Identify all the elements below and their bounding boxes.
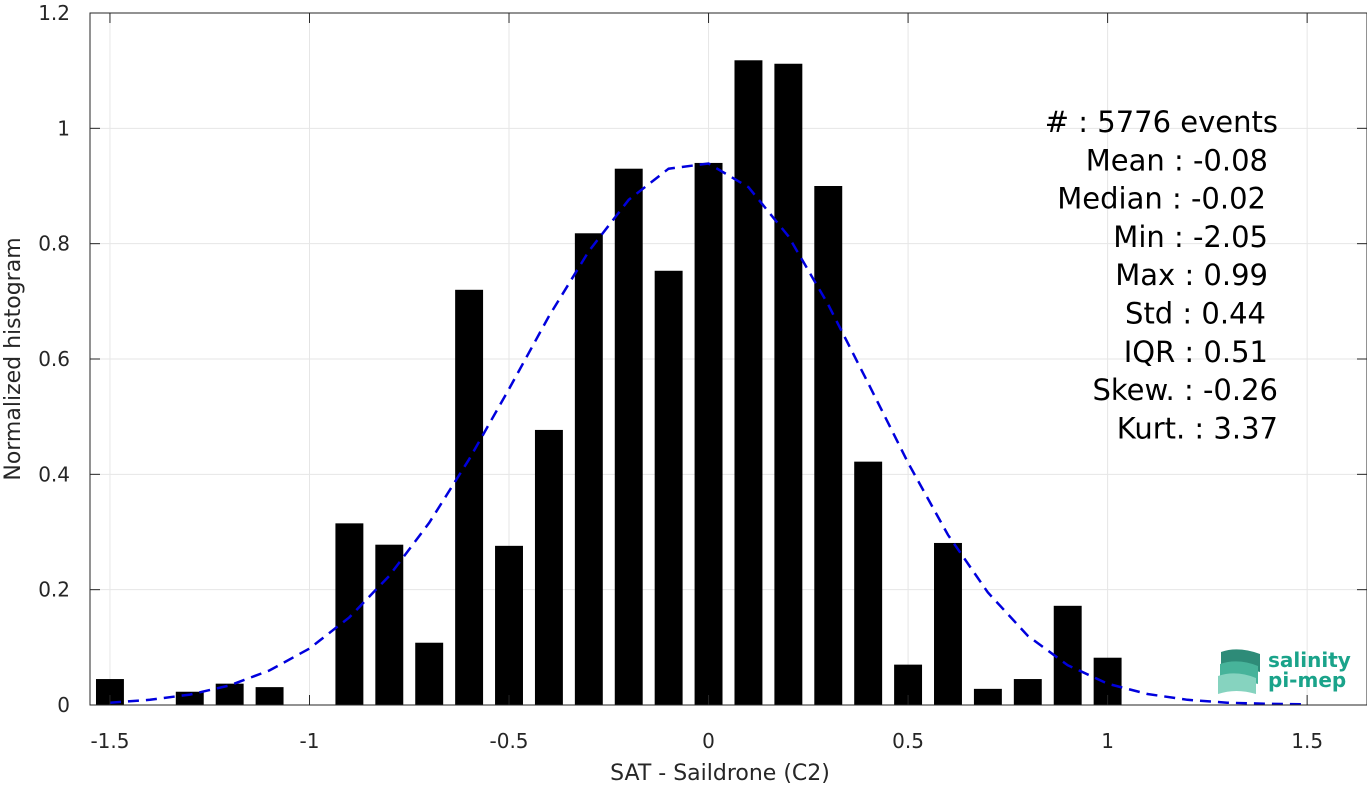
histogram-bar <box>574 233 603 705</box>
histogram-bar <box>854 461 883 705</box>
y-tick-label: 1 <box>57 116 70 140</box>
stat-line: IQR : 0.51 <box>1124 335 1268 369</box>
histogram-bar <box>694 162 723 705</box>
gaussian-fit-curve <box>109 162 1308 706</box>
y-axis-title: Normalized histogram <box>1 237 26 480</box>
stat-line: Min : -2.05 <box>1113 220 1268 254</box>
y-tick-label: 0 <box>57 693 70 717</box>
histogram-bar <box>614 168 643 705</box>
histogram-bar <box>255 687 284 705</box>
histogram-bar <box>534 429 563 705</box>
x-tick-label: 1.5 <box>1291 729 1323 753</box>
axes-box <box>89 12 1367 706</box>
y-tick-label: 0.8 <box>38 232 70 256</box>
x-tick-label: 0 <box>702 729 715 753</box>
x-tick-label: -0.5 <box>490 729 529 753</box>
histogram-bar <box>934 542 962 705</box>
x-tick-labels: -1.5 -1 -0.5 0 0.5 1 1.5 <box>90 729 1323 753</box>
stat-line: Max : 0.99 <box>1115 258 1268 292</box>
y-tick-label: 0.2 <box>38 578 70 602</box>
histogram-bar <box>215 683 244 705</box>
histogram-bar <box>335 523 364 705</box>
histogram-bar <box>1013 679 1042 705</box>
x-tick-label: -1.5 <box>90 729 129 753</box>
x-tick-label: -1 <box>300 729 320 753</box>
y-tick-labels: 0 0.2 0.4 0.6 0.8 1 1.2 <box>38 1 70 717</box>
stat-line: # : 5776 events <box>1045 105 1278 139</box>
histogram-bar <box>375 544 404 705</box>
stat-line: Skew. : -0.26 <box>1092 373 1278 407</box>
stat-line: Kurt. : 3.37 <box>1117 411 1278 445</box>
histogram-bar <box>415 642 444 705</box>
stat-line: Median : -0.02 <box>1057 182 1266 216</box>
histogram-bar <box>774 63 803 706</box>
histogram-bar <box>654 270 683 705</box>
x-tick-label: 0.5 <box>892 729 924 753</box>
histogram-bar <box>973 688 1002 705</box>
histogram-bar <box>455 289 484 705</box>
logo-line2: pi-mep <box>1268 668 1346 692</box>
y-tick-label: 0.6 <box>38 347 70 371</box>
y-tick-label: 0.4 <box>38 462 70 486</box>
salinity-pi-mep-logo: salinity pi-mep <box>1218 648 1351 694</box>
stat-line: Mean : -0.08 <box>1086 143 1268 177</box>
waves-icon <box>1218 649 1260 694</box>
stat-line: Std : 0.44 <box>1125 297 1266 331</box>
x-tick-label: 1 <box>1101 729 1114 753</box>
histogram-bar <box>1053 605 1082 705</box>
statistics-annotation: # : 5776 events Mean : -0.08 Median : -0.0… <box>1045 105 1278 445</box>
bars <box>95 60 1122 706</box>
x-axis-title: SAT - Saildrone (C2) <box>610 761 830 785</box>
logo-line1: salinity <box>1268 648 1351 672</box>
histogram-bar <box>814 186 843 705</box>
histogram-bar <box>495 545 523 705</box>
histogram-bar <box>734 60 763 705</box>
y-tick-label: 1.2 <box>38 1 70 25</box>
